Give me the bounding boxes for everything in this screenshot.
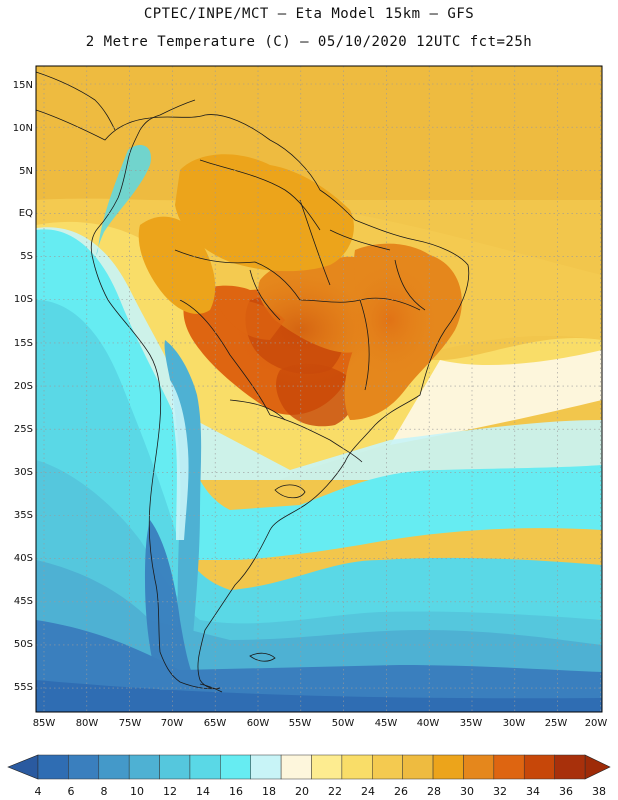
lat-label: 50S [14, 639, 33, 650]
lon-label: 55W [289, 718, 312, 729]
color-scale-bar: 4 6 8 10 12 14 16 18 20 22 24 26 28 30 3… [7, 754, 611, 798]
colorbar-swatch [372, 754, 403, 780]
lat-label: 10S [14, 294, 33, 305]
colorbar-swatch [554, 754, 586, 780]
colorbar-label: 28 [427, 785, 441, 798]
colorbar-swatch [250, 754, 282, 780]
colorbar-label: 10 [130, 785, 144, 798]
colorbar-high-arrow [584, 754, 611, 780]
colorbar-label: 16 [229, 785, 243, 798]
title-model: CPTEC/INPE/MCT – Eta Model 15km – GFS [143, 6, 475, 22]
temperature-field [36, 66, 602, 712]
lat-label: 45S [14, 596, 33, 607]
latitude-labels: 15N 10N 5N EQ 5S 10S 15S 20S 25S 30S 35S… [13, 80, 33, 693]
lon-label: 60W [247, 718, 270, 729]
lat-label: EQ [19, 208, 33, 219]
colorbar-swatch [68, 754, 100, 780]
colorbar-label: 6 [68, 785, 75, 798]
lat-label: 25S [14, 424, 33, 435]
lat-label: 30S [14, 467, 33, 478]
lon-label: 20W [585, 718, 608, 729]
lat-label: 15S [14, 338, 33, 349]
colorbar-label: 32 [493, 785, 507, 798]
colorbar-label: 30 [460, 785, 474, 798]
lon-label: 40W [417, 718, 440, 729]
lon-label: 70W [161, 718, 184, 729]
lon-label: 80W [76, 718, 99, 729]
colorbar-label: 24 [361, 785, 375, 798]
colorbar-swatch [220, 754, 251, 780]
colorbar-label: 36 [559, 785, 573, 798]
colorbar-swatch [98, 754, 130, 780]
colorbar-swatch [432, 754, 464, 780]
lon-label: 75W [119, 718, 142, 729]
title-variable: 2 Metre Temperature (C) – 05/10/2020 12U… [85, 34, 533, 50]
colorbar-label: 20 [295, 785, 309, 798]
colorbar-label: 18 [262, 785, 276, 798]
map-frame [35, 65, 603, 713]
colorbar-swatch [189, 754, 221, 780]
colorbar-label: 4 [35, 785, 42, 798]
colorbar-low-arrow [7, 754, 39, 780]
lon-label: 85W [33, 718, 56, 729]
colorbar-swatch [159, 754, 191, 780]
lat-label: 20S [14, 381, 33, 392]
colorbar-label: 26 [394, 785, 408, 798]
colorbar-swatch [37, 754, 69, 780]
lat-label: 35S [14, 510, 33, 521]
colorbar-label: 22 [328, 785, 342, 798]
colorbar-swatch [402, 754, 434, 780]
colorbar-label: 8 [101, 785, 108, 798]
colorbar-label: 38 [592, 785, 606, 798]
colorbar-swatch [523, 754, 555, 780]
lon-label: 35W [460, 718, 483, 729]
lon-label: 65W [204, 718, 227, 729]
longitude-labels: 85W 80W 75W 70W 65W 60W 55W 50W 45W 40W … [33, 718, 608, 729]
colorbar-swatch [311, 754, 343, 780]
colorbar-label: 34 [526, 785, 540, 798]
colorbar-swatch [463, 754, 495, 780]
lat-label: 55S [14, 682, 33, 693]
colorbar-swatch [128, 754, 160, 780]
lon-label: 50W [332, 718, 355, 729]
colorbar-swatch [280, 754, 312, 780]
colorbar-swatch [493, 754, 525, 780]
lat-label: 40S [14, 553, 33, 564]
lon-label: 25W [545, 718, 568, 729]
lat-label: 10N [13, 123, 33, 134]
colorbar-label: 12 [163, 785, 177, 798]
lon-label: 45W [375, 718, 398, 729]
lat-label: 15N [13, 80, 33, 91]
lon-label: 30W [503, 718, 526, 729]
colorbar-label: 14 [196, 785, 210, 798]
coastlines [35, 71, 470, 693]
colorbar-swatch [341, 754, 373, 780]
lat-label: 5N [19, 166, 33, 177]
lat-label: 5S [20, 251, 33, 262]
